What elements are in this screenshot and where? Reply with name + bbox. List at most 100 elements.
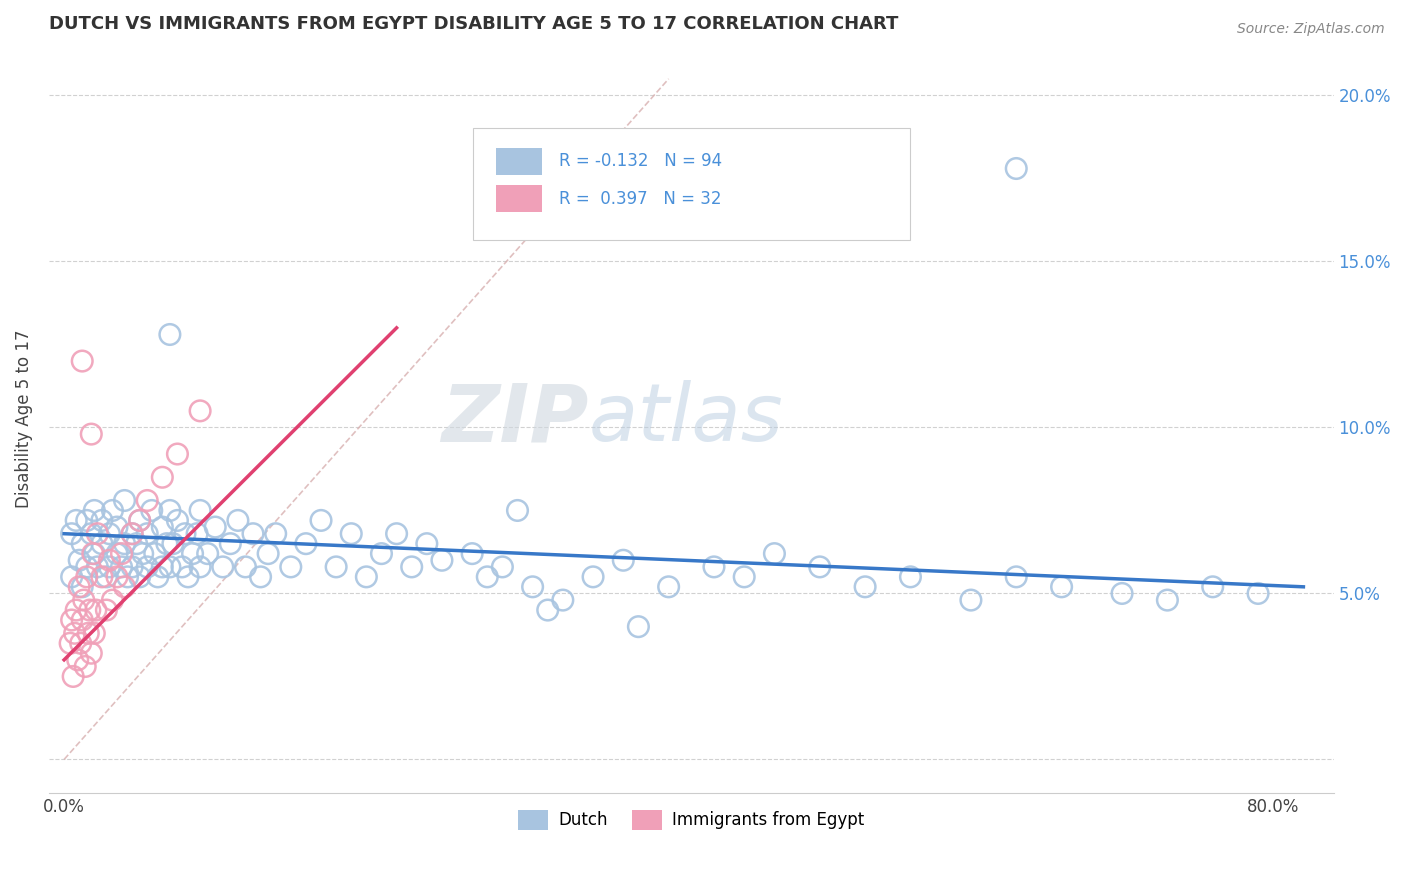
Point	[658, 580, 681, 594]
Point	[159, 560, 181, 574]
Point	[86, 526, 108, 541]
Point	[121, 560, 143, 574]
Point	[166, 447, 188, 461]
Point	[60, 570, 83, 584]
Point	[1050, 580, 1073, 594]
Point	[960, 593, 983, 607]
Point	[170, 560, 193, 574]
Point	[67, 553, 90, 567]
Point	[1202, 580, 1225, 594]
Point	[128, 513, 150, 527]
Point	[257, 547, 280, 561]
Point	[506, 503, 529, 517]
Point	[159, 327, 181, 342]
Point	[96, 570, 118, 584]
Point	[264, 526, 287, 541]
Point	[197, 547, 219, 561]
Point	[141, 503, 163, 517]
Point	[70, 613, 93, 627]
Point	[537, 603, 560, 617]
Point	[370, 547, 392, 561]
Point	[70, 536, 93, 550]
Point	[76, 513, 98, 527]
Point	[63, 626, 86, 640]
Point	[65, 513, 87, 527]
Point	[105, 570, 128, 584]
Point	[430, 553, 453, 567]
Point	[121, 526, 143, 541]
Point	[477, 570, 499, 584]
Point	[98, 560, 121, 574]
Point	[416, 536, 439, 550]
Text: DUTCH VS IMMIGRANTS FROM EGYPT DISABILITY AGE 5 TO 17 CORRELATION CHART: DUTCH VS IMMIGRANTS FROM EGYPT DISABILIT…	[49, 15, 898, 33]
Point	[1005, 161, 1028, 176]
Point	[146, 570, 169, 584]
Point	[90, 513, 112, 527]
Point	[136, 526, 159, 541]
Point	[80, 427, 103, 442]
Point	[249, 570, 271, 584]
Point	[69, 636, 91, 650]
Point	[131, 547, 153, 561]
Point	[110, 547, 132, 561]
Point	[612, 553, 634, 567]
Text: ZIP: ZIP	[441, 380, 589, 458]
Point	[181, 547, 204, 561]
Point	[506, 221, 529, 235]
Point	[136, 493, 159, 508]
Point	[90, 536, 112, 550]
Point	[59, 636, 82, 650]
Point	[114, 580, 136, 594]
Point	[128, 513, 150, 527]
Point	[60, 526, 83, 541]
Point	[65, 603, 87, 617]
Point	[66, 653, 89, 667]
Point	[80, 646, 103, 660]
Y-axis label: Disability Age 5 to 17: Disability Age 5 to 17	[15, 330, 32, 508]
Point	[522, 580, 544, 594]
Point	[82, 547, 104, 561]
Point	[156, 536, 179, 550]
Point	[60, 613, 83, 627]
Point	[309, 513, 332, 527]
Point	[83, 626, 105, 640]
Point	[98, 553, 121, 567]
Point	[491, 560, 513, 574]
Point	[1005, 570, 1028, 584]
Point	[808, 560, 831, 574]
Point	[96, 603, 118, 617]
Point	[166, 513, 188, 527]
Point	[226, 513, 249, 527]
Point	[340, 526, 363, 541]
Point	[235, 560, 257, 574]
Point	[114, 493, 136, 508]
Point	[211, 560, 233, 574]
Point	[84, 603, 107, 617]
Point	[143, 547, 166, 561]
Point	[136, 560, 159, 574]
Point	[385, 526, 408, 541]
Point	[204, 520, 226, 534]
Point	[186, 526, 208, 541]
Point	[188, 503, 211, 517]
Point	[1247, 586, 1270, 600]
Point	[401, 560, 423, 574]
Point	[75, 659, 97, 673]
Point	[174, 526, 197, 541]
Point	[188, 560, 211, 574]
Point	[90, 570, 112, 584]
Legend: Dutch, Immigrants from Egypt: Dutch, Immigrants from Egypt	[512, 803, 872, 837]
Text: Source: ZipAtlas.com: Source: ZipAtlas.com	[1237, 22, 1385, 37]
Point	[67, 580, 90, 594]
Point	[76, 560, 98, 574]
Point	[763, 547, 786, 561]
Point	[83, 547, 105, 561]
Point	[101, 503, 124, 517]
FancyBboxPatch shape	[496, 148, 543, 175]
Point	[1111, 586, 1133, 600]
FancyBboxPatch shape	[472, 128, 910, 240]
Point	[853, 580, 876, 594]
Point	[242, 526, 264, 541]
Point	[733, 570, 755, 584]
Point	[77, 626, 100, 640]
